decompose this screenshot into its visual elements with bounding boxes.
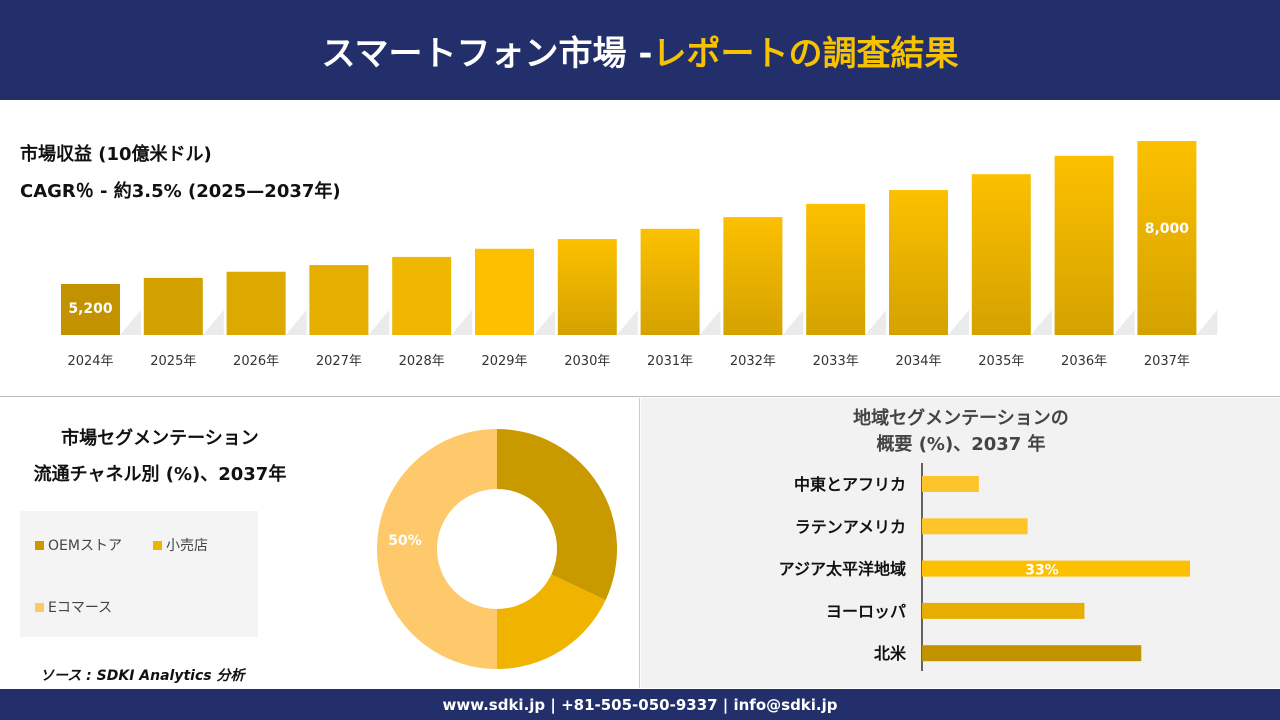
bar-shadow [948, 310, 969, 335]
bar-shadow [699, 310, 721, 335]
y-tick-label: ヨーロッパ [826, 602, 906, 621]
bar-2035年 [971, 174, 1031, 335]
bar-0 [922, 476, 979, 492]
x-tick-label: 2024年 [67, 354, 113, 369]
bar-shadow [865, 310, 887, 335]
bar-2028年 [392, 256, 452, 335]
title-white: スマートフォン市場 - [321, 33, 653, 74]
bar-2024年 [61, 284, 120, 335]
x-tick-label: 2026年 [233, 354, 279, 369]
bar-2 [922, 560, 1190, 577]
channel-title-2: 流通チャネル別 (%)、2037年 [33, 464, 287, 485]
legend-label: 小売店 [166, 538, 208, 554]
page-header: スマートフォン市場 - レポートの調査結果 [0, 0, 1280, 100]
bar-shadow [451, 310, 473, 335]
x-tick-label: 2035年 [978, 354, 1024, 369]
bar-4 [922, 645, 1142, 662]
bar-2031年 [640, 228, 700, 335]
donut-slice-1 [497, 574, 606, 669]
bar-3 [922, 602, 1085, 619]
y-tick-label: ラテンアメリカ [795, 517, 906, 536]
bar-shadow [616, 310, 638, 335]
source-note: ソース : SDKI Analytics 分析 [40, 668, 245, 684]
legend-swatch [35, 540, 44, 550]
x-tick-label: 2025年 [150, 354, 196, 369]
bar-shadow [782, 310, 804, 335]
revenue-section: 2024年 5,200 2025年 2026年 2027年 2028年 2029年 2030年… [0, 100, 1280, 397]
cagr-label: CAGR％ - 約3.5% (2025—2037年) [20, 181, 341, 202]
bar-shadow [534, 310, 555, 335]
donut-slice-0 [497, 429, 618, 601]
bar-2027年 [309, 265, 369, 335]
x-tick-label: 2028年 [399, 354, 445, 369]
bar-shadow [202, 310, 224, 335]
x-tick-label: 2031年 [647, 354, 693, 369]
x-tick-label: 2030年 [564, 354, 610, 369]
footer-contact: www.sdki.jp | +81-505-050-9337 | info@sd… [0, 689, 1280, 720]
bar-shadow [285, 310, 307, 335]
channel-title-1: 市場セグメンテーション [61, 428, 259, 449]
bar-2033年 [806, 203, 866, 335]
legend-item-oem: OEMストア [35, 535, 122, 555]
data-label: 8,000 [1145, 221, 1190, 237]
bar-2032年 [723, 217, 783, 335]
y-tick-label: 中東とアフリカ [794, 475, 906, 494]
data-label: 5,200 [68, 301, 113, 317]
channel-section: 市場セグメンテーション 流通チャネル別 (%)、2037年 OEMストア 小売店… [0, 398, 640, 688]
y-tick-label: アジア太平洋地域 [779, 560, 906, 579]
bar-2037年 [1137, 141, 1197, 335]
legend-swatch [35, 602, 44, 612]
title-yellow: レポートの調査結果 [652, 33, 959, 74]
bar-shadow [368, 310, 390, 335]
legend-item-ecommerce: Eコマース [35, 597, 112, 617]
region-title-1: 地域セグメンテーションの [853, 408, 1069, 429]
legend-label: Eコマース [48, 600, 113, 616]
slice-label: 50% [388, 533, 422, 549]
y-tick-label: 北米 [874, 644, 907, 663]
bar-1 [922, 518, 1028, 535]
bar-shadow [1113, 310, 1135, 335]
bar-2029年 [475, 248, 534, 335]
bar-2036年 [1054, 155, 1114, 335]
donut-legend: OEMストア 小売店 Eコマース [20, 511, 258, 637]
region-section: 地域セグメンテーションの 概要 (%)、2037 年 中東とアフリカ ラテンアメリ… [641, 398, 1280, 688]
x-tick-label: 2037年 [1144, 354, 1190, 369]
bar-2030年 [557, 239, 617, 335]
region-title-2: 概要 (%)、2037 年 [876, 434, 1046, 455]
bar-shadow [1196, 310, 1218, 335]
legend-item-retail: 小売店 [153, 535, 208, 555]
legend-swatch [153, 540, 162, 550]
revenue-bar-chart: 2024年 5,200 2025年 2026年 2027年 2028年 2029年 2030年… [61, 141, 1218, 369]
x-tick-label: 2036年 [1061, 354, 1107, 369]
x-tick-label: 2033年 [813, 354, 859, 369]
bar-2034年 [889, 190, 948, 335]
channel-donut-chart: 50% [377, 429, 618, 669]
legend-label: OEMストア [48, 538, 122, 554]
data-label: 33% [1025, 563, 1059, 579]
donut-slice-2 [377, 429, 497, 669]
bar-shadow [1030, 310, 1052, 335]
bar-shadow [120, 310, 141, 335]
x-tick-label: 2029年 [481, 354, 527, 369]
revenue-label: 市場収益 (10億米ドル) [20, 144, 212, 165]
x-tick-label: 2032年 [730, 354, 776, 369]
x-tick-label: 2034年 [895, 354, 941, 369]
bar-2026年 [226, 271, 286, 335]
x-tick-label: 2027年 [316, 354, 362, 369]
bar-2025年 [143, 277, 203, 335]
